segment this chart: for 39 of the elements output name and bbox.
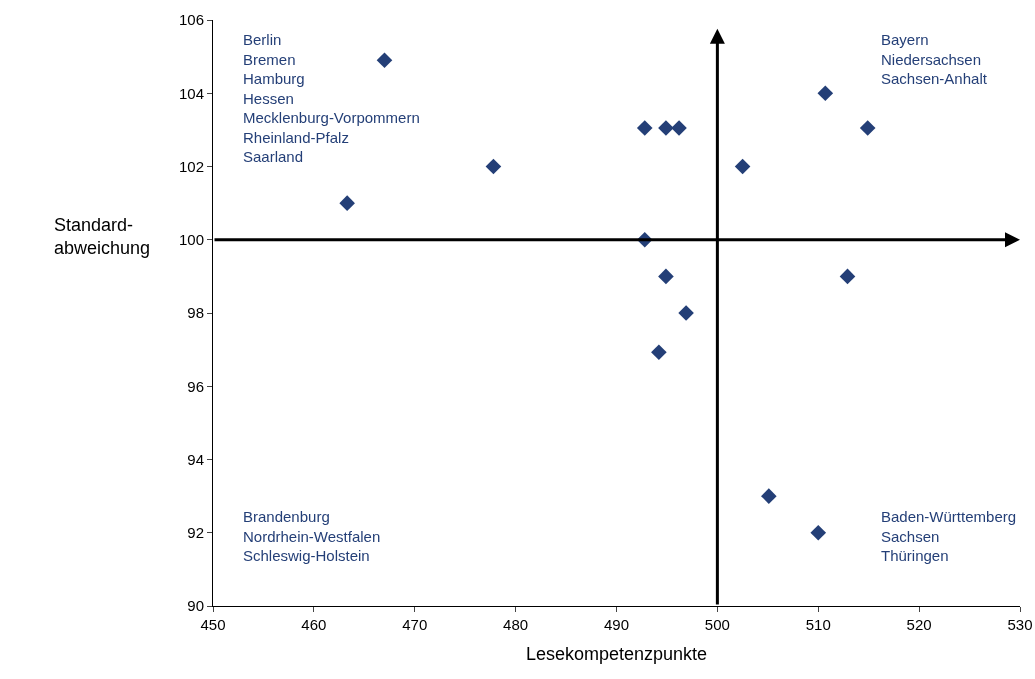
point: [839, 268, 856, 285]
annotation: Bayern Niedersachsen Sachsen-Anhalt: [881, 31, 988, 87]
x-tick-label: 460: [301, 616, 327, 633]
point: [376, 52, 393, 69]
x-tick-label: 530: [1007, 616, 1033, 633]
y-tick-label: 98: [187, 304, 204, 322]
point: [810, 524, 827, 541]
point: [636, 120, 653, 136]
point: [734, 158, 751, 175]
y-tick-label: 104: [178, 84, 204, 102]
y-tick-label: 94: [187, 450, 204, 468]
point: [678, 305, 694, 321]
annotation: Berlin Bremen Hamburg Hessen Mecklenburg-Vorpommern Rheinland-Pfalz Saarland: [243, 31, 420, 165]
point: [671, 120, 687, 136]
x-tick-label: 500: [704, 616, 730, 633]
y-tick-label: 92: [187, 524, 204, 541]
point: [339, 195, 355, 211]
x-axis-title: Lesekompetenzpunkte: [525, 644, 708, 665]
annotation: Brandenburg Nordrhein-Westfalen Schleswig-Holstein: [243, 508, 381, 564]
y-tick-label: 96: [187, 377, 204, 395]
annotation: Baden-Württemberg Sachsen Thüringen: [881, 508, 1017, 564]
y-tick-label: 100: [178, 231, 204, 248]
x-tick-label: 470: [402, 616, 428, 633]
x-tick-label: 450: [200, 616, 226, 633]
x-tick-label: 510: [805, 616, 831, 633]
point: [817, 85, 834, 102]
x-tick-label: 480: [503, 616, 529, 633]
point: [761, 488, 777, 504]
point: [485, 158, 502, 175]
point: [651, 344, 667, 360]
y-tick-label: 102: [178, 157, 204, 175]
y-axis-title: Standard- abweichung: [54, 215, 151, 259]
x-tick-label: 520: [906, 616, 932, 633]
point: [658, 268, 674, 285]
y-tick-label: 106: [178, 11, 204, 29]
point: [658, 120, 674, 136]
point: [859, 120, 876, 136]
x-tick-label: 490: [603, 616, 630, 633]
y-tick-label: 90: [187, 597, 204, 615]
